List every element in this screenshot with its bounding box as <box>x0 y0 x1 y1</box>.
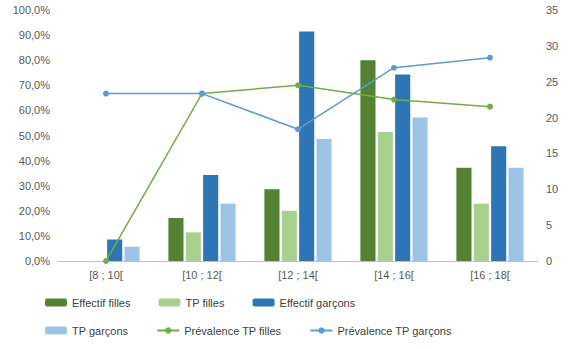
svg-text:5: 5 <box>546 219 552 231</box>
svg-text:40,0%: 40,0% <box>19 155 50 167</box>
svg-text:60,0%: 60,0% <box>19 104 50 116</box>
svg-text:TP filles: TP filles <box>185 297 224 309</box>
svg-text:0: 0 <box>546 255 552 267</box>
svg-text:0,0%: 0,0% <box>25 255 50 267</box>
svg-text:10: 10 <box>546 183 558 195</box>
svg-text:15: 15 <box>546 147 558 159</box>
svg-text:100,0%: 100,0% <box>13 4 51 16</box>
svg-text:TP garçons: TP garçons <box>72 325 129 337</box>
svg-text:Effectif garçons: Effectif garçons <box>280 297 356 309</box>
svg-text:[10 ; 12[: [10 ; 12[ <box>182 269 222 281</box>
svg-text:30: 30 <box>546 40 558 52</box>
svg-text:35: 35 <box>546 4 558 16</box>
svg-text:70,0%: 70,0% <box>19 79 50 91</box>
svg-text:50,0%: 50,0% <box>19 130 50 142</box>
svg-text:[8 ; 10[: [8 ; 10[ <box>89 269 123 281</box>
svg-text:10,0%: 10,0% <box>19 230 50 242</box>
svg-text:90,0%: 90,0% <box>19 29 50 41</box>
svg-text:80,0%: 80,0% <box>19 54 50 66</box>
svg-text:25: 25 <box>546 76 558 88</box>
svg-text:30,0%: 30,0% <box>19 180 50 192</box>
svg-text:[14 ; 16[: [14 ; 16[ <box>374 269 414 281</box>
svg-text:Prévalence TP garçons: Prévalence TP garçons <box>337 325 451 337</box>
svg-text:[12 ; 14[: [12 ; 14[ <box>278 269 318 281</box>
svg-text:20,0%: 20,0% <box>19 205 50 217</box>
svg-text:20: 20 <box>546 112 558 124</box>
svg-text:[16 ; 18[: [16 ; 18[ <box>470 269 510 281</box>
svg-text:Effectif filles: Effectif filles <box>72 297 131 309</box>
svg-text:Prévalence TP filles: Prévalence TP filles <box>184 325 281 337</box>
